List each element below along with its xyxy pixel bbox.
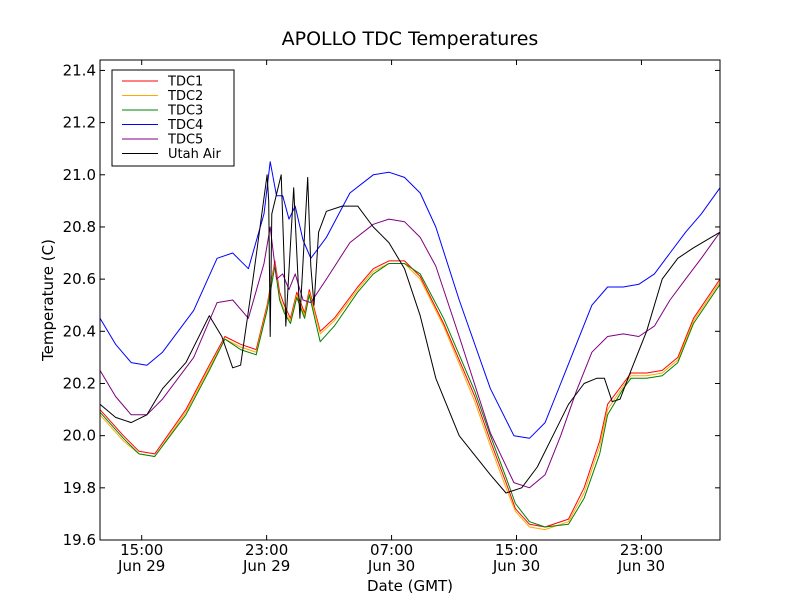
y-tick-label: 19.6: [63, 531, 96, 549]
x-tick-label-time: 15:00: [495, 541, 538, 559]
y-tick-label: 20.4: [63, 322, 96, 340]
legend-label: Utah Air: [168, 147, 221, 162]
legend-label: TDC5: [167, 133, 203, 148]
x-tick-label-time: 07:00: [370, 541, 413, 559]
legend-label: TDC2: [167, 89, 203, 104]
series-line-tdc2: [99, 263, 721, 531]
y-tick-label: 21.2: [63, 114, 96, 132]
series-line-tdc1: [99, 260, 721, 528]
series-layer: [99, 161, 721, 531]
legend-label: TDC3: [167, 104, 203, 119]
x-tick-label-date: Jun 30: [617, 557, 665, 575]
series-line-tdc5: [99, 218, 721, 489]
plot-frame: [99, 59, 721, 541]
x-tick-label-time: 23:00: [245, 541, 288, 559]
y-tick-label: 21.0: [63, 166, 96, 184]
y-tick-label: 19.8: [63, 479, 96, 497]
legend-frame: [111, 69, 235, 167]
y-tick-label: 20.6: [63, 270, 96, 288]
x-tick-label-time: 23:00: [620, 541, 663, 559]
x-tick-label-date: Jun 30: [492, 557, 540, 575]
series-line-tdc3: [99, 263, 721, 528]
y-tick-label: 20.0: [63, 427, 96, 445]
chart-title: APOLLO TDC Temperatures: [282, 28, 539, 50]
plot-area: 19.6 19.8 20.0 20.2 20.4 20.6 20.8 21.0 21.2 21.4…: [63, 59, 721, 575]
y-tick-label: 21.4: [63, 61, 96, 79]
ticks-layer: 19.6 19.8 20.0 20.2 20.4 20.6 20.8 21.0 21.2 21.4…: [63, 60, 720, 575]
y-axis-label: Temperature (C): [39, 239, 57, 362]
legend-label: TDC4: [167, 118, 203, 133]
x-tick-label-date: Jun 29: [117, 557, 165, 575]
y-tick-label: 20.8: [63, 218, 96, 236]
y-tick-label: 20.2: [63, 374, 96, 392]
series-line-utah-air: [99, 174, 721, 494]
x-tick-label-date: Jun 30: [367, 557, 415, 575]
x-tick-label-time: 15:00: [120, 541, 163, 559]
x-axis-label: Date (GMT): [367, 577, 453, 595]
x-tick-label-date: Jun 29: [242, 557, 290, 575]
series-line-tdc4: [99, 161, 721, 439]
legend-label: TDC1: [167, 75, 203, 90]
